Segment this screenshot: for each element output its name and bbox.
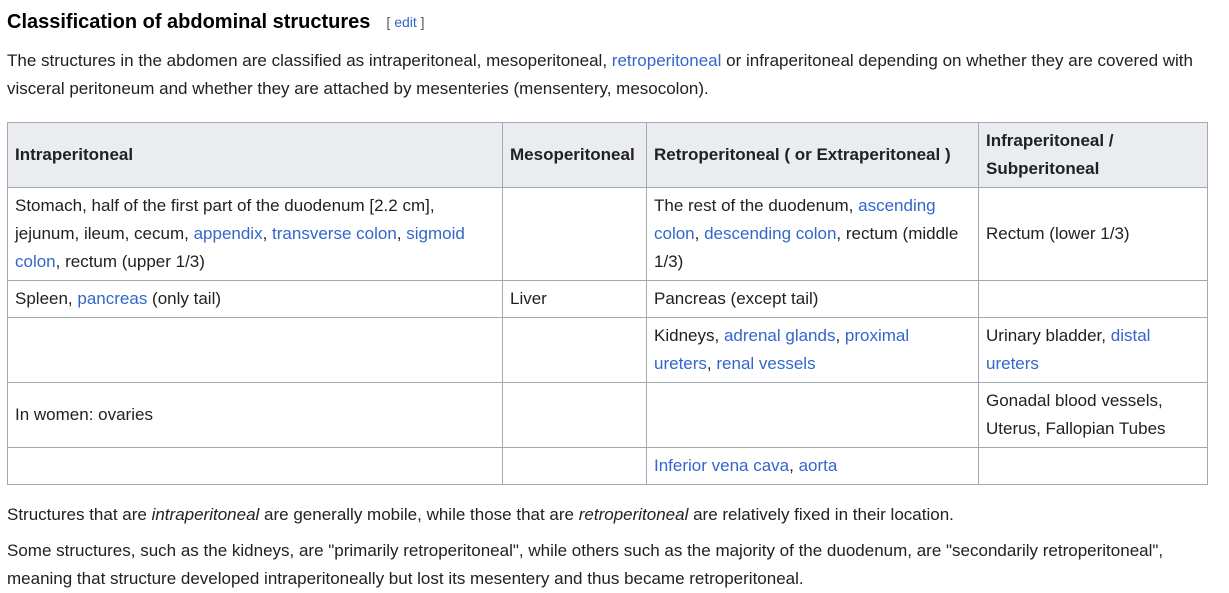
edit-bracket-close: ] (416, 14, 425, 30)
edit-link[interactable]: edit (394, 14, 417, 30)
intro-paragraph: The structures in the abdomen are classi… (7, 47, 1207, 103)
cell-text: Spleen, (15, 289, 78, 308)
retroperitoneal-link[interactable]: retroperitoneal (611, 51, 722, 70)
header-intraperitoneal: Intraperitoneal (7, 122, 503, 188)
distal-ureters-link[interactable]: distal ureters (986, 326, 1151, 373)
intro-text-1: The structures in the abdomen are classi… (7, 51, 612, 70)
cell-text: , rectum (middle 1/3) (654, 224, 959, 271)
section-heading-row: Classification of abdominal structures [… (7, 0, 1207, 44)
cell-text: , rectum (upper 1/3) (55, 252, 205, 271)
proximal-ureters-link[interactable]: proximal ureters (654, 326, 910, 373)
sigmoid-colon-link[interactable]: sigmoid colon (15, 224, 465, 271)
cell-text: Kidneys, (654, 326, 724, 345)
cell-text: , (706, 354, 717, 373)
descending-colon-link[interactable]: descending colon (704, 224, 837, 243)
table-row: Stomach, half of the first part of the d… (7, 187, 1208, 281)
para-text: Structures that are (7, 505, 152, 524)
table-row: Spleen, pancreas (only tail) Liver Pancr… (7, 280, 1208, 318)
cell-text: Urinary bladder, (986, 326, 1111, 345)
article-section: Classification of abdominal structures [… (7, 0, 1208, 593)
pancreas-link[interactable]: pancreas (77, 289, 148, 308)
edit-section-wrapper: [ edit ] (386, 14, 424, 30)
adrenal-glands-link[interactable]: adrenal glands (723, 326, 836, 345)
cell-text: , (789, 456, 799, 475)
cell-text: , (835, 326, 845, 345)
renal-vessels-link[interactable]: renal vessels (716, 354, 816, 373)
table-cell-empty (7, 317, 503, 383)
table-cell: Gonadal blood vessels, Uterus, Fallopian… (978, 382, 1208, 448)
primary-secondary-paragraph: Some structures, such as the kidneys, ar… (7, 541, 1164, 588)
table-cell: The rest of the duodenum, ascending colo… (646, 187, 979, 281)
table-cell: Kidneys, adrenal glands, proximal ureter… (646, 317, 979, 383)
edit-bracket-open: [ (386, 14, 395, 30)
mobility-paragraph: Structures that are intraperitoneal are … (7, 501, 1207, 529)
cell-text: , (694, 224, 705, 243)
table-cell-empty (502, 317, 647, 383)
intro-text-2: or infraperitoneal depending on whether … (7, 51, 1193, 98)
table-cell: Spleen, pancreas (only tail) (7, 280, 503, 318)
table-cell: Urinary bladder, distal ureters (978, 317, 1208, 383)
table-cell-empty (978, 280, 1208, 318)
classification-table: Intraperitoneal Mesoperitoneal Retroperi… (7, 122, 1208, 485)
inferior-vena-cava-link[interactable]: Inferior vena cava (654, 456, 790, 475)
table-cell-empty (502, 447, 647, 485)
para-text: are relatively fixed in their location. (688, 505, 954, 524)
section-title: Classification of abdominal structures (7, 10, 371, 33)
table-row: Kidneys, adrenal glands, proximal ureter… (7, 317, 1208, 383)
cell-text: , (262, 224, 273, 243)
table-cell: Pancreas (except tail) (646, 280, 979, 318)
table-row: In women: ovaries Gonadal blood vessels,… (7, 382, 1208, 448)
table-cell-empty (978, 447, 1208, 485)
header-retroperitoneal: Retroperitoneal ( or Extraperitoneal ) (646, 122, 979, 188)
para-text: are generally mobile, while those that a… (259, 505, 579, 524)
table-cell: Rectum (lower 1/3) (978, 187, 1208, 281)
table-cell-empty (502, 187, 647, 281)
cell-text: The rest of the duodenum, (654, 196, 859, 215)
table-cell: Stomach, half of the first part of the d… (7, 187, 503, 281)
cell-text: (only tail) (147, 289, 222, 308)
header-mesoperitoneal: Mesoperitoneal (502, 122, 647, 188)
ascending-colon-link[interactable]: ascending colon (654, 196, 936, 243)
italic-term: intraperitoneal (151, 505, 260, 524)
table-cell: Inferior vena cava, aorta (646, 447, 979, 485)
appendix-link[interactable]: appendix (193, 224, 263, 243)
table-cell: Liver (502, 280, 647, 318)
table-row: Inferior vena cava, aorta (7, 447, 1208, 485)
transverse-colon-link[interactable]: transverse colon (272, 224, 397, 243)
table-cell: In women: ovaries (7, 382, 503, 448)
italic-term: retroperitoneal (578, 505, 689, 524)
table-cell-empty (7, 447, 503, 485)
cell-text: Stomach, half of the first part of the d… (15, 196, 435, 243)
cell-text: , (396, 224, 407, 243)
aorta-link[interactable]: aorta (798, 456, 838, 475)
table-header-row: Intraperitoneal Mesoperitoneal Retroperi… (7, 122, 1208, 188)
header-infraperitoneal: Infraperitoneal / Subperitoneal (978, 122, 1208, 188)
table-cell-empty (502, 382, 647, 448)
table-cell-empty (646, 382, 979, 448)
